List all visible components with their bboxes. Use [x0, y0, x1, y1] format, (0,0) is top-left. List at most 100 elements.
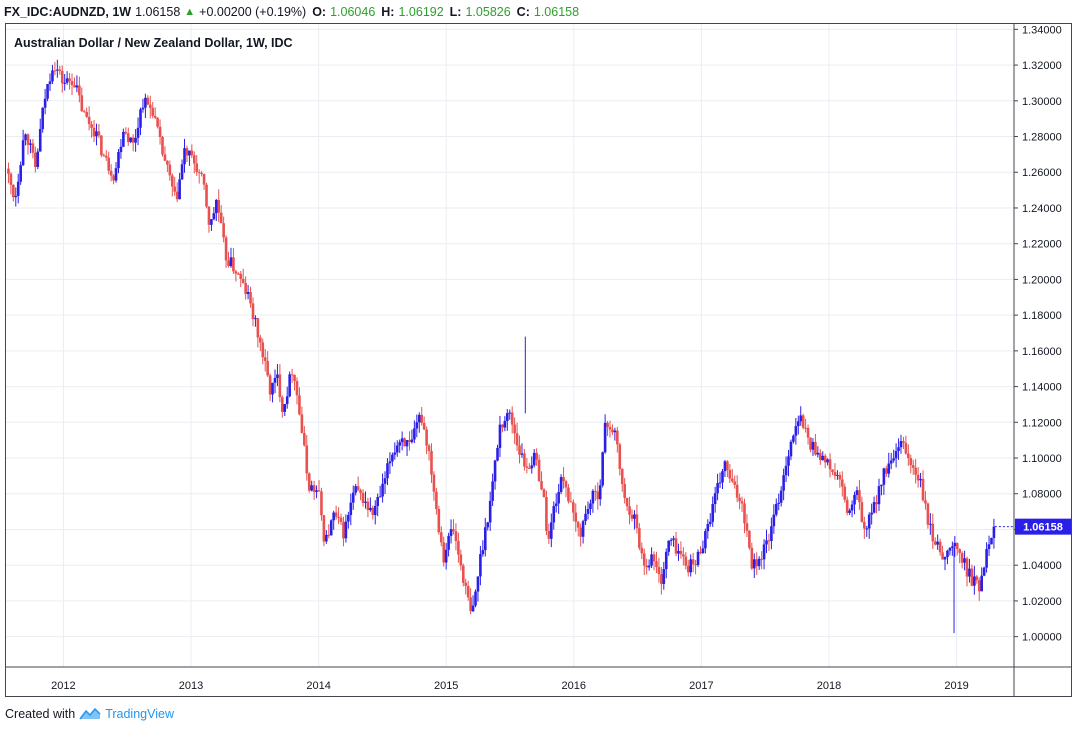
candle-body [259, 337, 262, 343]
candle-body [897, 447, 900, 451]
candle-body [554, 503, 558, 507]
candle-body [816, 452, 820, 455]
candle-body [924, 500, 927, 504]
candle-body [907, 453, 910, 459]
candle-body [987, 544, 991, 550]
candle-body [584, 513, 587, 522]
x-tick-label: 2016 [562, 680, 586, 692]
candle-body [916, 474, 920, 481]
candle-body [364, 501, 367, 503]
candle-body [929, 523, 932, 525]
candle-body [699, 551, 702, 554]
candle-body [393, 452, 397, 455]
candle-body [232, 257, 235, 272]
candle-body [413, 428, 416, 440]
candle-body [178, 179, 181, 200]
candle-body [80, 95, 84, 112]
candle-body [369, 507, 372, 511]
candle-body [755, 559, 759, 567]
candle-body [613, 430, 617, 433]
candle-body [87, 116, 91, 125]
candle-body [850, 504, 854, 511]
candle-body [721, 471, 724, 483]
candle-body [34, 152, 37, 167]
candle-body [129, 137, 133, 142]
candle-body [410, 439, 414, 443]
candle-body [860, 502, 864, 522]
candle-body [395, 445, 399, 453]
candle-body [823, 455, 827, 463]
candle-body [772, 514, 776, 527]
candle-body [430, 450, 433, 475]
candle-body [752, 559, 756, 569]
candle-body [919, 478, 922, 481]
candle-body [386, 463, 389, 479]
candle-body [29, 143, 32, 145]
candle-body [437, 509, 441, 533]
candle-body [838, 474, 842, 480]
candle-body [210, 219, 213, 225]
candle-body [711, 504, 715, 522]
candle-body [951, 546, 954, 548]
open-label: O: [312, 5, 327, 19]
candle-body [112, 175, 115, 181]
candle-body [743, 503, 746, 524]
candle-body [48, 81, 52, 85]
candle-body [713, 493, 717, 505]
candle-body [117, 152, 120, 169]
symbol-name[interactable]: FX_IDC:AUDNZD, 1W [4, 5, 132, 19]
candle-body [376, 497, 379, 507]
candle-body [821, 455, 825, 461]
candle-body [239, 273, 243, 279]
candle-body [53, 70, 57, 72]
candle-body [148, 104, 152, 108]
candle-body [726, 461, 729, 470]
candle-body [307, 473, 311, 491]
candle-body [941, 552, 944, 560]
last-price: 1.06158 [135, 5, 181, 19]
candle-body [251, 303, 255, 320]
candle-body [435, 491, 438, 510]
candle-body [801, 415, 805, 428]
candle-body [383, 478, 387, 484]
chart-frame[interactable] [5, 23, 1072, 697]
candle-body [9, 173, 13, 185]
candle-body [694, 564, 697, 566]
candle-body [796, 421, 800, 427]
candle-body [567, 487, 570, 502]
candle-body [606, 422, 609, 427]
candle-body [293, 375, 296, 382]
candle-body [173, 186, 177, 192]
candle-body [581, 521, 585, 537]
tradingview-link[interactable]: TradingView [105, 707, 174, 721]
candle-body [620, 468, 624, 485]
candle-body [867, 514, 871, 529]
candle-body [332, 512, 335, 521]
candle-body [858, 490, 861, 503]
chart-title: Australian Dollar / New Zealand Dollar, … [14, 36, 293, 50]
candle-body [466, 585, 470, 598]
candle-body [532, 452, 536, 466]
candle-body [180, 164, 184, 180]
candle-body [921, 478, 925, 501]
candle-body [305, 445, 309, 474]
candle-body [914, 467, 917, 475]
candle-body [513, 424, 516, 434]
candle-body [107, 157, 111, 171]
candle-body [848, 510, 851, 513]
candle-body [41, 107, 44, 130]
y-tick-label: 1.32000 [1022, 60, 1062, 72]
candle-body [787, 456, 790, 466]
candle-body [190, 150, 194, 156]
candle-body [427, 445, 431, 451]
candle-body [557, 492, 560, 504]
candle-body [43, 98, 47, 108]
candle-body [16, 181, 20, 196]
candle-body [704, 531, 707, 549]
candle-body [464, 582, 468, 586]
candle-body [660, 574, 663, 584]
candle-body [227, 260, 230, 267]
candle-body [425, 429, 428, 446]
candle-body [779, 490, 783, 503]
